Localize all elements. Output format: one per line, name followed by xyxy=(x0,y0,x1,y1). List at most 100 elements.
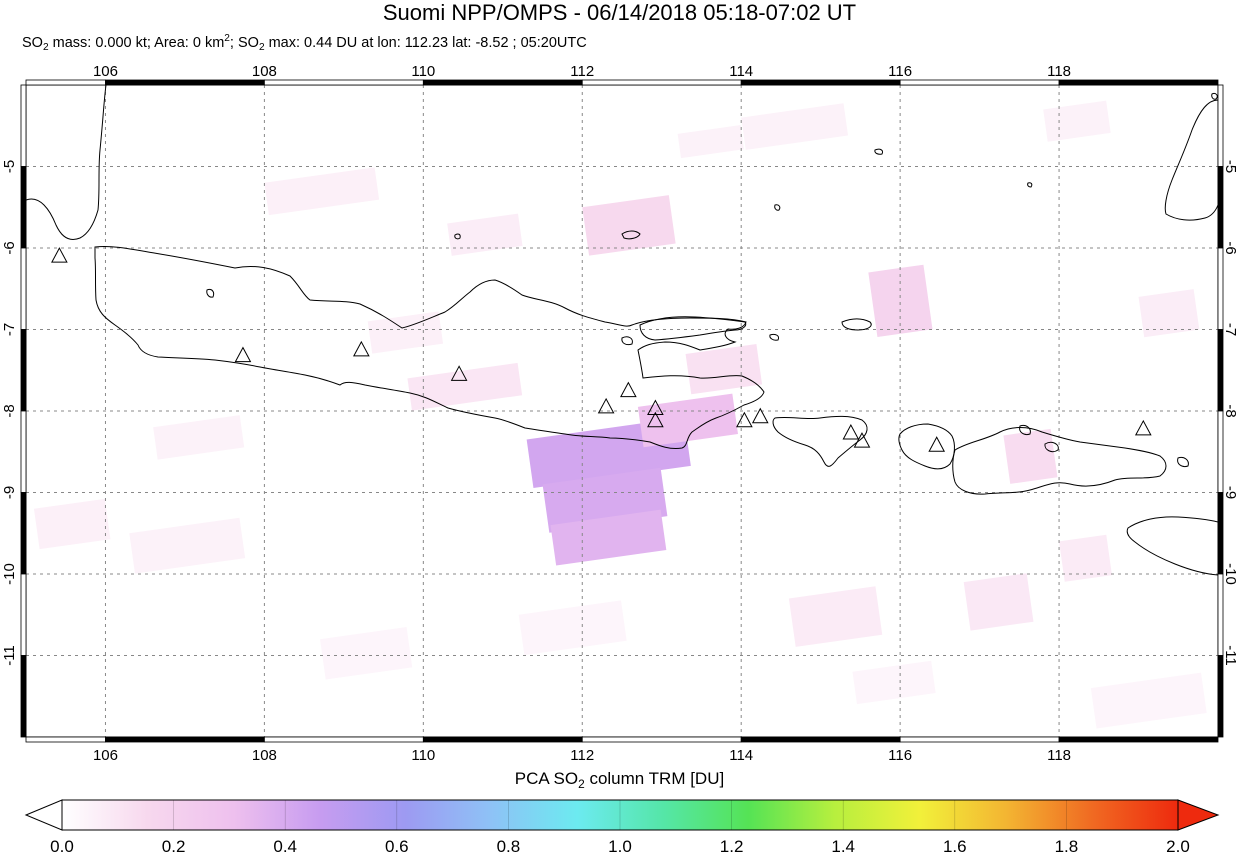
lon-tick-label-bottom: 112 xyxy=(570,747,594,764)
lat-tick-label-left: -10 xyxy=(1,563,18,585)
map-title: Suomi NPP/OMPS - 06/14/2018 05:18-07:02 … xyxy=(382,0,857,25)
so2-pixel xyxy=(447,213,523,256)
lon-tick-label-bottom: 116 xyxy=(888,747,912,764)
so2-pixel xyxy=(518,600,627,656)
volcano-icon xyxy=(620,381,637,398)
lon-border-segment xyxy=(899,736,1060,743)
colorbar-bar xyxy=(61,799,1179,831)
islet-coastline xyxy=(1211,93,1218,100)
colorbar-tick-label: 1.6 xyxy=(943,837,967,855)
lon-border-segment xyxy=(581,736,742,743)
so2-stats-subtitle: SO2 mass: 0.000 kt; Area: 0 km2; SO2 max… xyxy=(22,33,587,53)
colorbar-tick-labels: 0.0 0.2 0.4 0.6 0.8 1.0 1.2 1.4 1.6 1.8 2.0 xyxy=(50,800,1190,855)
lat-tick-label-right: -5 xyxy=(1222,160,1239,173)
volcano-icon xyxy=(736,411,753,428)
colorbar-tick-label: 1.8 xyxy=(1055,837,1079,855)
sulawesi-coastline xyxy=(1164,99,1218,221)
so2-pixel xyxy=(1003,428,1058,484)
colorbar-tick-label: 2.0 xyxy=(1166,837,1190,855)
lat-border-segment xyxy=(20,573,27,656)
lon-tick-label-top: 114 xyxy=(729,63,753,80)
colorbar-title-subscript: 2 xyxy=(578,777,585,791)
so2-pixel xyxy=(582,195,676,256)
subtitle-part: max: 0.44 DU at lon: 112.23 lat: -8.52 ;… xyxy=(264,35,587,51)
so2-pixel xyxy=(1090,672,1207,729)
subtitle-part: SO xyxy=(22,35,43,51)
subtitle-superscript: 2 xyxy=(224,33,230,44)
volcano-icon xyxy=(647,411,664,428)
lon-border-segment xyxy=(105,736,265,743)
lon-border-segment xyxy=(740,79,901,86)
colorbar-under-arrow xyxy=(24,799,63,831)
islet-coastline xyxy=(621,336,633,346)
lon-border-segment xyxy=(25,79,106,86)
so2-pixel xyxy=(868,264,933,338)
subtitle-subscript: 2 xyxy=(258,42,265,53)
lat-lon-grid xyxy=(26,85,1218,737)
colorbar-title-part: PCA SO xyxy=(514,769,579,788)
so2-pixel xyxy=(963,573,1034,631)
lat-border-segment xyxy=(1217,166,1224,249)
lon-border-segment xyxy=(581,79,742,86)
lat-tick-label-left: -7 xyxy=(1,323,18,336)
so2-pixel xyxy=(320,627,413,680)
axis-labels: 106 106 108 108 110 110 112 112 114 114 116 116 118 1… xyxy=(1,63,1239,764)
so2-pixel xyxy=(1059,534,1112,582)
lat-border-segment xyxy=(20,84,27,167)
volcano-icon xyxy=(842,423,860,440)
bali-coastline xyxy=(772,415,868,467)
lon-border-segment xyxy=(1058,79,1219,86)
lon-tick-label-top: 110 xyxy=(411,63,435,80)
subtitle-part: mass: 0.000 kt; Area: 0 km xyxy=(48,35,225,51)
so2-pixel xyxy=(1138,289,1200,338)
coastlines xyxy=(26,85,1218,576)
lon-border-segment xyxy=(263,79,424,86)
lat-tick-label-left: -11 xyxy=(1,645,18,666)
lat-border-segment xyxy=(20,492,27,575)
so2-pixel xyxy=(852,660,936,705)
lon-border-segment xyxy=(263,736,424,743)
bawean-coastline xyxy=(621,230,641,240)
lat-border-segment xyxy=(20,247,27,330)
lat-border-segment xyxy=(20,329,27,412)
lon-tick-label-bottom: 108 xyxy=(252,747,277,764)
lat-border-segment xyxy=(1217,247,1224,330)
lon-border-segment xyxy=(1058,736,1219,743)
sumbawa-coastline xyxy=(952,427,1167,495)
lat-tick-label-right: -7 xyxy=(1222,323,1239,336)
lon-border-segment xyxy=(422,736,583,743)
islet-coastline xyxy=(206,289,215,298)
lat-border-segment xyxy=(1217,84,1224,167)
volcano-icon xyxy=(1134,419,1152,436)
sumba-coastline xyxy=(1126,516,1218,576)
colorbar-tick-label: 0.2 xyxy=(162,837,186,855)
lon-tick-label-bottom: 110 xyxy=(411,747,435,764)
lon-border-segment xyxy=(25,736,106,743)
lon-tick-label-top: 106 xyxy=(93,63,118,80)
lat-border-segment xyxy=(20,410,27,493)
lat-tick-label-left: -9 xyxy=(1,486,18,499)
so2-pixel xyxy=(129,517,246,574)
colorbar-tick-label: 0.4 xyxy=(273,837,297,855)
volcano-icon xyxy=(647,399,664,416)
so2-pixel xyxy=(788,586,883,647)
lat-border-segment xyxy=(1217,492,1224,575)
lon-tick-label-bottom: 106 xyxy=(93,747,118,764)
java-coastline xyxy=(94,246,765,449)
volcano-icon xyxy=(597,397,615,414)
colorbar-tick-label: 0.6 xyxy=(385,837,409,855)
colorbar-tick-label: 1.4 xyxy=(831,837,855,855)
islet-coastline xyxy=(769,333,779,341)
so2-pixel xyxy=(367,311,444,354)
lat-border-segment xyxy=(1217,410,1224,493)
so2-pixel xyxy=(264,167,380,216)
lat-tick-label-left: -6 xyxy=(1,241,18,254)
lon-border-segment xyxy=(899,79,1060,86)
map-border-ticks xyxy=(20,79,1224,743)
lat-tick-label-right: -8 xyxy=(1222,404,1239,417)
lombok-coastline xyxy=(898,423,955,470)
islet-coastline xyxy=(874,148,883,155)
colorbar-tick-label: 0.0 xyxy=(50,837,74,855)
colorbar-tick-label: 0.8 xyxy=(497,837,521,855)
